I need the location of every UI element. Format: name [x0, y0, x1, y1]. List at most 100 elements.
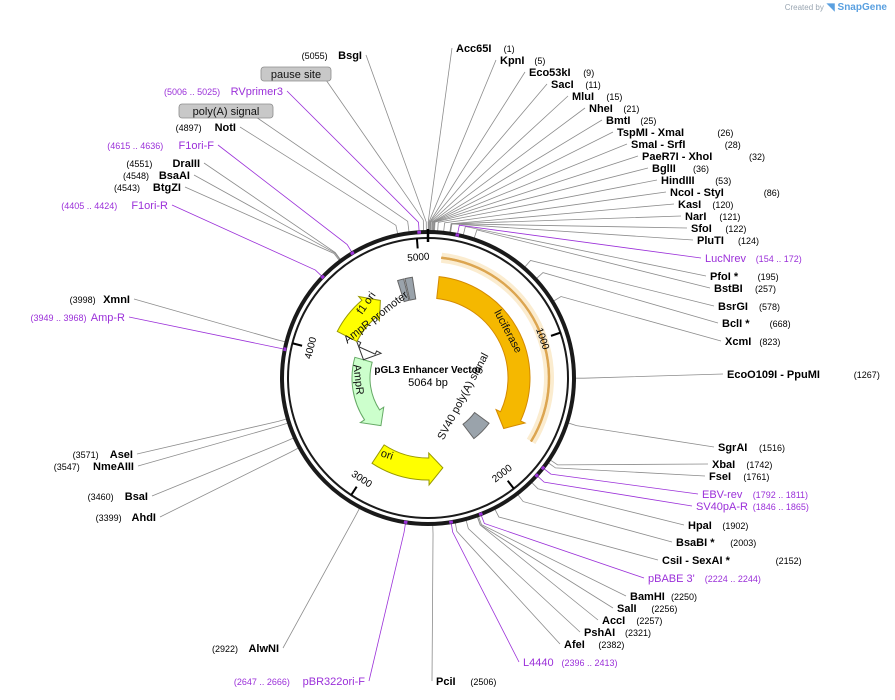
primer-label[interactable]: F1ori-R (4405 .. 4424) — [61, 200, 168, 212]
primer-label[interactable]: RVprimer3 (5006 .. 5025) — [164, 86, 283, 98]
site-label[interactable]: BsrGI (578) — [718, 301, 780, 313]
site-label[interactable]: XbaI (1742) — [712, 459, 772, 471]
site-label[interactable]: MluI (15) — [572, 91, 622, 103]
feature-luciferase[interactable] — [436, 276, 531, 430]
site-label[interactable]: SacI (11) — [551, 79, 601, 91]
site-position: (32) — [749, 152, 765, 162]
feature-callout[interactable]: pause site — [260, 66, 332, 82]
site-label[interactable]: BsaAI (4548) — [123, 170, 190, 182]
site-label[interactable]: SfoI (122) — [691, 223, 746, 235]
site-label[interactable]: HpaI (1902) — [688, 520, 748, 532]
primer-leader — [368, 522, 407, 682]
site-leader — [454, 521, 561, 645]
site-label[interactable]: NcoI - StyI (86) — [670, 187, 780, 199]
primer-label[interactable]: SV40pA-R (1846 .. 1865) — [696, 501, 809, 513]
primer-label[interactable]: EBV-rev (1792 .. 1811) — [702, 489, 808, 501]
site-position: (2256) — [651, 604, 677, 614]
site-label[interactable]: PfoI * (195) — [710, 271, 779, 283]
feature-callout[interactable]: poly(A) signal — [178, 103, 274, 119]
site-leader — [365, 54, 427, 233]
site-label[interactable]: EcoO109I - PpuMI (1267) — [727, 369, 880, 381]
site-leader — [552, 296, 722, 342]
feature-sv40-poly-a-signal[interactable] — [462, 411, 490, 440]
tick-mark — [350, 486, 358, 496]
site-label[interactable]: CsiI - SexAI * (2152) — [662, 555, 802, 567]
site-position: (5055) — [302, 51, 328, 61]
site-label[interactable]: BtgZI (4543) — [114, 182, 181, 194]
site-label[interactable]: AseI (3571) — [73, 449, 133, 461]
site-label[interactable]: AlwNI (2922) — [212, 643, 279, 655]
primer-marker — [403, 520, 408, 525]
site-label[interactable]: KpnI (5) — [500, 55, 545, 67]
primer-label[interactable]: LucNrev (154 .. 172) — [705, 253, 802, 265]
site-label[interactable]: NarI (121) — [685, 211, 740, 223]
site-label[interactable]: BsaBI * (2003) — [676, 537, 756, 549]
site-label[interactable]: PshAI (2321) — [584, 627, 651, 639]
primer-leader — [128, 316, 285, 350]
site-label[interactable]: BstBI (257) — [714, 283, 776, 295]
feature-ori[interactable] — [371, 444, 444, 487]
site-name: EcoO109I - PpuMI — [727, 369, 820, 381]
primer-leader — [536, 475, 693, 507]
site-label[interactable]: BsgI (5055) — [302, 50, 362, 62]
site-label[interactable]: NotI (4897) — [176, 122, 236, 134]
site-label[interactable]: NheI (21) — [589, 103, 639, 115]
site-label[interactable]: PaeR7I - XhoI (32) — [642, 151, 765, 163]
site-label[interactable]: BamHI (2250) — [630, 591, 697, 603]
feature-gray2[interactable] — [404, 276, 417, 301]
site-name: Acc65I — [456, 43, 491, 55]
site-label[interactable]: SalI (2256) — [617, 603, 677, 615]
site-label[interactable]: FseI (1761) — [709, 471, 769, 483]
site-position: (2321) — [625, 628, 651, 638]
site-label[interactable]: TspMI - XmaI (26) — [617, 127, 733, 139]
primer-marker — [449, 520, 454, 524]
site-label[interactable]: BglII (36) — [652, 163, 709, 175]
site-name: AlwNI — [248, 643, 279, 655]
primer-label[interactable]: F1ori-F (4615 .. 4636) — [107, 140, 214, 152]
site-label[interactable]: AhdI (3399) — [96, 512, 156, 524]
site-label[interactable]: BmtI (25) — [606, 115, 656, 127]
site-label[interactable]: Acc65I (1) — [456, 43, 515, 55]
primer-label[interactable]: L4440 (2396 .. 2413) — [523, 657, 618, 669]
site-name: HindIII — [661, 175, 695, 187]
primer-leader — [456, 224, 702, 259]
feature-f1-ori[interactable] — [336, 295, 381, 343]
site-position: (3998) — [70, 295, 96, 305]
primer-label[interactable]: pBR322ori-F (2647 .. 2666) — [234, 676, 365, 688]
site-position: (2257) — [636, 616, 662, 626]
site-position: (36) — [693, 164, 709, 174]
site-labels: Acc65I (1)KpnI (5)Eco53kI (9) SacI (11)MluI (1… — [30, 43, 879, 688]
site-label[interactable]: AfeI (2382) — [564, 639, 624, 651]
site-label[interactable]: HindIII (53) — [661, 175, 731, 187]
orf-arc — [440, 252, 554, 444]
site-leader — [282, 507, 361, 649]
callout-pill — [260, 66, 332, 82]
site-leader — [443, 191, 667, 233]
site-label[interactable]: PciI (2506) — [436, 676, 496, 688]
primer-position: (4615 .. 4636) — [107, 141, 163, 151]
site-label[interactable]: BclI * (668) — [722, 318, 791, 330]
primer-label[interactable]: Amp-R (3949 .. 3968) — [30, 312, 125, 324]
site-position: (3571) — [73, 450, 99, 460]
site-label[interactable]: KasI (120) — [678, 199, 733, 211]
site-label[interactable]: XcmI (823) — [725, 336, 780, 348]
site-label[interactable]: AccI (2257) — [602, 615, 662, 627]
site-label[interactable]: BsaI (3460) — [88, 491, 148, 503]
site-label[interactable]: PluTI (124) — [697, 235, 759, 247]
site-label[interactable]: SgrAI (1516) — [718, 442, 785, 454]
feature-gray1[interactable] — [396, 278, 410, 303]
primer-label[interactable]: pBABE 3' (2224 .. 2244) — [648, 573, 761, 585]
primer-position: (2396 .. 2413) — [562, 658, 618, 668]
primer-marker — [478, 512, 483, 517]
site-position: (4551) — [126, 159, 152, 169]
site-label[interactable]: SmaI - SrfI (28) — [631, 139, 741, 151]
feature-ampr-promoter[interactable] — [355, 339, 383, 361]
site-name: AfeI — [564, 639, 585, 651]
site-label[interactable]: XmnI (3998) — [70, 294, 130, 306]
site-label[interactable]: NmeAIII (3547) — [54, 461, 134, 473]
site-label[interactable]: Eco53kI (9) — [529, 67, 594, 79]
site-position: (3460) — [88, 492, 114, 502]
feature-ampr[interactable] — [351, 356, 385, 427]
tick-label: 2000 — [490, 463, 515, 486]
site-label[interactable]: DraIII (4551) — [126, 158, 200, 170]
